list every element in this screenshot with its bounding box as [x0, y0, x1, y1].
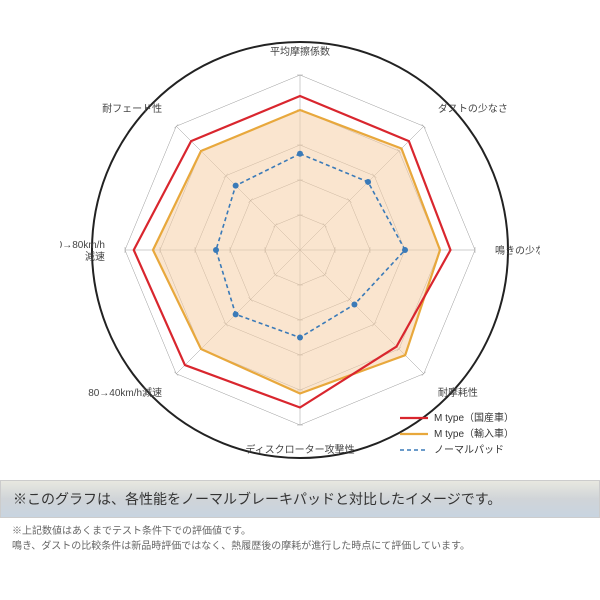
- svg-text:耐フェード性: 耐フェード性: [102, 102, 162, 115]
- note-line-2: 鳴き、ダストの比較条件は新品時評価ではなく、熱履歴後の摩耗が進行した時点にて評価…: [12, 541, 470, 552]
- svg-text:ディスクローター攻撃性: ディスクローター攻撃性: [245, 443, 354, 456]
- svg-text:ダストの少なさ: ダストの少なさ: [438, 102, 508, 115]
- footer: ※このグラフは、各性能をノーマルブレーキパッドと対比したイメージです。 ※上記数…: [0, 480, 600, 560]
- footer-notes: ※上記数値はあくまでテスト条件下での評価値です。 鳴き、ダストの比較条件は新品時…: [0, 518, 600, 560]
- svg-text:80→40km/h減速: 80→40km/h減速: [88, 386, 162, 399]
- svg-text:減速: 減速: [85, 250, 105, 263]
- note-line-1: ※上記数値はあくまでテスト条件下での評価値です。: [12, 526, 251, 537]
- radar-chart: 平均摩擦係数ダストの少なさ鳴きの少なさ耐摩耗性ディスクローター攻撃性 80→40k…: [60, 20, 540, 460]
- radar-chart-container: 平均摩擦係数ダストの少なさ鳴きの少なさ耐摩耗性ディスクローター攻撃性 80→40k…: [0, 0, 600, 480]
- banner-text: ※このグラフは、各性能をノーマルブレーキパッドと対比したイメージです。: [0, 480, 600, 518]
- svg-text:M type（輸入車）: M type（輸入車）: [434, 427, 514, 440]
- svg-text:M type（国産車）: M type（国産車）: [434, 411, 514, 424]
- svg-text:鳴きの少なさ: 鳴きの少なさ: [495, 244, 540, 257]
- svg-text:ノーマルパッド: ノーマルパッド: [434, 444, 504, 456]
- svg-text:120→80km/h: 120→80km/h: [60, 240, 105, 251]
- svg-text:耐摩耗性: 耐摩耗性: [438, 386, 478, 399]
- svg-text:平均摩擦係数: 平均摩擦係数: [270, 45, 330, 58]
